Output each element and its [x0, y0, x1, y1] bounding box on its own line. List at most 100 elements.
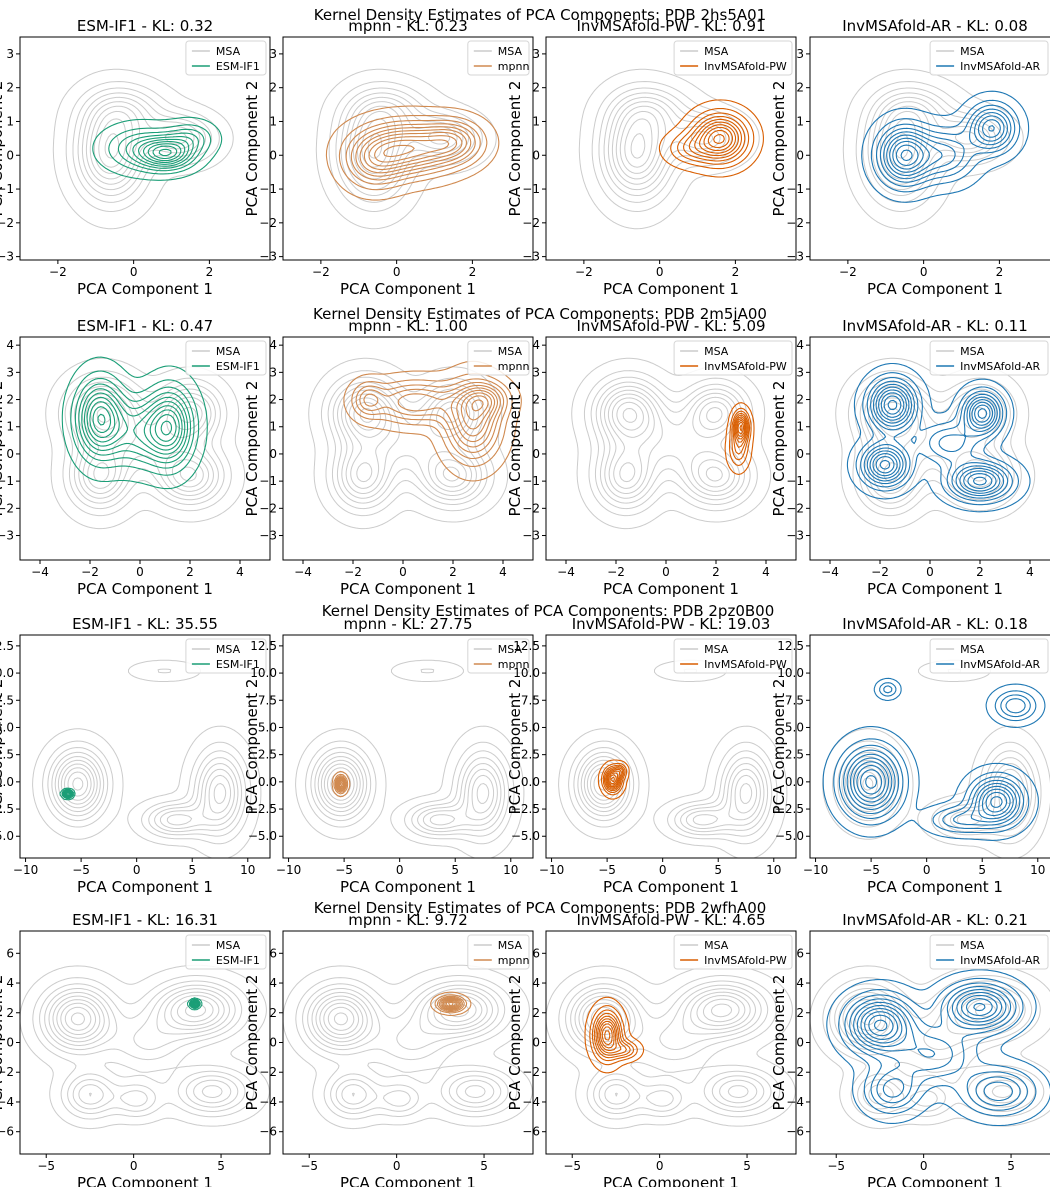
- contour-level: [60, 998, 214, 1035]
- contour-level: [77, 92, 206, 196]
- contour-level: [604, 389, 736, 494]
- y-tick-label: 5.0: [0, 720, 14, 734]
- subplot: −4 −2 0 2 4 −3 −2 −1 0 1 2 3 4 ESM-IF1 - KL: 0.47 PCA …: [0, 317, 271, 598]
- legend: MSA ESM-IF1: [185, 340, 267, 376]
- contour-level: [843, 698, 1026, 826]
- x-tick-label: 0: [656, 265, 664, 279]
- y-tick-label: 1: [532, 114, 540, 128]
- contour-level: [450, 387, 499, 443]
- y-tick-label: 1: [6, 420, 14, 434]
- y-tick-label: −4: [522, 1095, 540, 1109]
- contour-level: [584, 996, 645, 1074]
- x-tick-label: 5: [480, 1159, 488, 1173]
- contour-level: [57, 370, 232, 517]
- contour-level: [52, 68, 234, 230]
- x-tick-label: −5: [598, 863, 616, 877]
- contour-level: [48, 988, 232, 1105]
- x-tick-label: 4: [236, 565, 244, 579]
- y-axis-label: PCA Component 2: [0, 975, 6, 1111]
- x-tick-label: 4: [499, 565, 507, 579]
- y-axis-label: PCA Component 2: [506, 381, 524, 517]
- y-tick-label: 12.5: [513, 639, 540, 653]
- contour-level: [568, 668, 778, 845]
- y-axis-label: PCA Component 2: [243, 381, 261, 517]
- contour-level: [355, 126, 472, 177]
- x-tick-label: 0: [662, 565, 670, 579]
- x-tick-label: −2: [607, 565, 625, 579]
- plot-area: [578, 68, 764, 230]
- subplot-title: InvMSAfold-PW - KL: 19.03: [572, 615, 771, 633]
- x-tick-label: 10: [240, 863, 255, 877]
- contour-level: [89, 401, 180, 447]
- contour-level: [328, 81, 483, 212]
- y-tick-label: 4: [796, 976, 804, 990]
- contour-level: [590, 1003, 733, 1031]
- legend-label-msa: MSA: [960, 345, 985, 358]
- legend-label-msa: MSA: [216, 939, 241, 952]
- y-tick-label: 7.5: [521, 693, 540, 707]
- plot-area: [308, 357, 522, 530]
- contour-level: [603, 92, 732, 196]
- y-tick-label: −3: [0, 529, 14, 543]
- plot-area: [571, 357, 772, 530]
- contour-level: [598, 87, 739, 203]
- contour-level: [737, 421, 745, 435]
- y-tick-label: −3: [786, 250, 804, 264]
- subplot-title: InvMSAfold-AR - KL: 0.18: [842, 615, 1028, 633]
- subplot: −2 0 2 −3 −2 −1 0 1 2 3 InvMSAfold-PW - KL: 0.91 PC…: [506, 17, 797, 298]
- contour-level: [331, 770, 351, 798]
- x-axis-label: PCA Component 1: [77, 280, 213, 298]
- plot-area: [283, 964, 533, 1130]
- contour-level: [856, 765, 1008, 813]
- x-tick-label: −4: [294, 565, 312, 579]
- contour-level: [363, 131, 463, 171]
- contour-level: [677, 112, 750, 165]
- subplot-title: ESM-IF1 - KL: 0.47: [77, 317, 213, 335]
- contour-level: [52, 991, 225, 1098]
- contour-level: [597, 759, 630, 800]
- x-tick-label: −4: [821, 565, 839, 579]
- y-tick-label: 6: [532, 946, 540, 960]
- plot-area: [810, 964, 1050, 1130]
- legend-label-msa: MSA: [960, 939, 985, 952]
- legend-label-model: InvMSAfold-AR: [960, 60, 1040, 73]
- plot-area: [45, 356, 246, 530]
- contour-level: [351, 373, 513, 467]
- y-tick-label: 1: [532, 420, 540, 434]
- contour-level: [441, 998, 461, 1010]
- contour-level: [863, 380, 1009, 499]
- contour-level: [833, 682, 1037, 834]
- y-tick-label: 2: [6, 393, 14, 407]
- legend: MSA ESM-IF1: [185, 40, 267, 76]
- y-tick-label: −4: [0, 1095, 14, 1109]
- y-tick-label: 4: [269, 976, 277, 990]
- y-tick-label: −6: [0, 1125, 14, 1139]
- contour-level: [589, 1005, 638, 1066]
- contour-level: [315, 68, 497, 230]
- contour-level: [355, 378, 508, 460]
- contour-level: [558, 975, 781, 1120]
- contour-level: [54, 756, 239, 829]
- contour-level: [333, 1012, 348, 1026]
- contour-level: [734, 416, 747, 443]
- contour-level: [583, 370, 758, 517]
- plot-area: [822, 659, 1050, 858]
- contour-level: [333, 773, 349, 795]
- x-tick-label: −5: [37, 1159, 55, 1173]
- contour-level: [81, 96, 201, 191]
- contour-level: [61, 356, 208, 490]
- x-axis-label: PCA Component 1: [867, 580, 1003, 598]
- contour-level: [861, 90, 1030, 203]
- x-axis-label: PCA Component 1: [603, 1174, 739, 1187]
- contour-level: [440, 997, 462, 1011]
- x-tick-label: −5: [563, 1159, 581, 1173]
- legend: MSA mpnn: [467, 40, 530, 76]
- contour-level: [604, 1030, 611, 1041]
- contour-level: [465, 395, 489, 421]
- contour-level: [600, 1023, 615, 1049]
- legend: MSA InvMSAfold-AR: [929, 40, 1049, 76]
- x-tick-label: 2: [732, 265, 740, 279]
- x-tick-label: −2: [344, 565, 362, 579]
- contour-level: [64, 376, 225, 510]
- contour-level: [879, 108, 1012, 183]
